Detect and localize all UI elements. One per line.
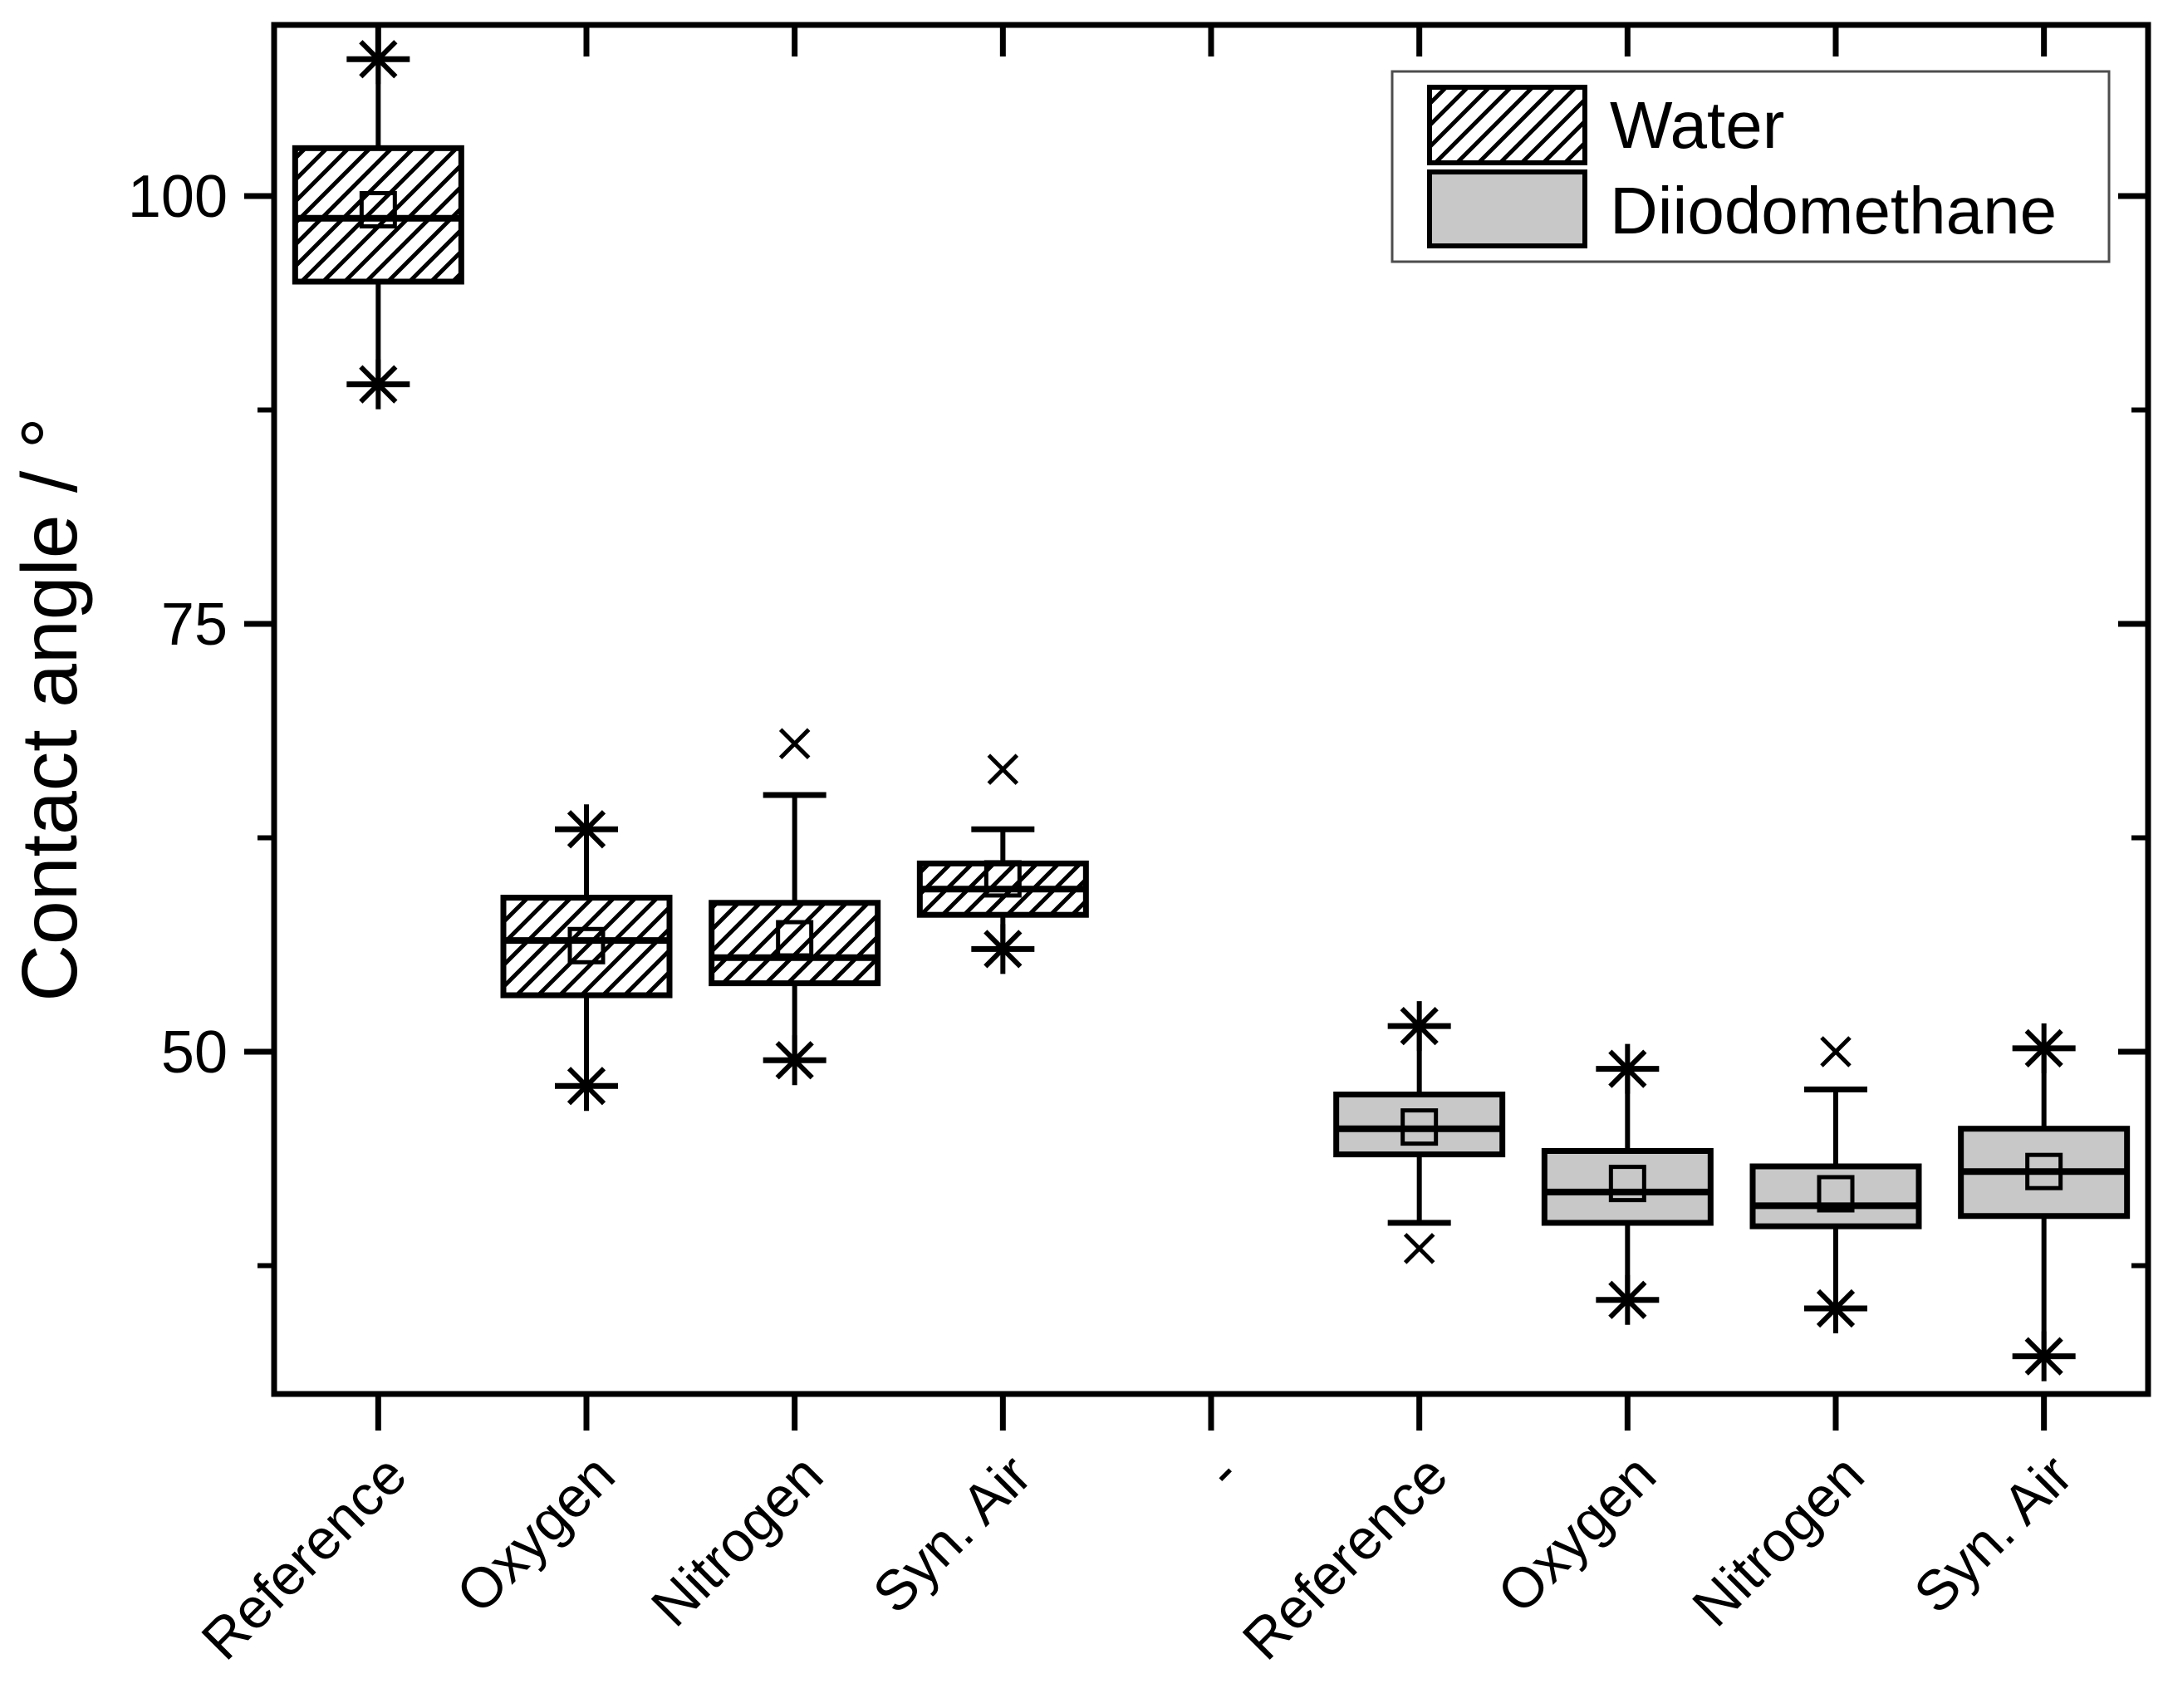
- x-category-label: Reference: [1231, 1443, 1460, 1672]
- legend-label-diiodomethane: Diiodomethane: [1610, 174, 2057, 248]
- mean-marker: [567, 926, 606, 964]
- star-marker: [775, 1041, 814, 1080]
- mean-marker: [983, 860, 1022, 898]
- box-group-water-synair: [916, 753, 1089, 974]
- y-tick-label: 100: [128, 164, 228, 230]
- star-marker: [983, 930, 1023, 969]
- star-marker: [359, 365, 398, 404]
- iqr-box: [1333, 1092, 1506, 1158]
- star-marker: [1608, 1049, 1647, 1088]
- x-category-label: Nitrogen: [640, 1443, 835, 1638]
- star-marker: [1400, 1006, 1439, 1046]
- legend-swatch-water: [1427, 85, 1587, 165]
- mean-marker: [1817, 1175, 1855, 1213]
- box-group-diiodomethane-oxygen: [1541, 1043, 1714, 1325]
- box-group-water-oxygen: [500, 804, 673, 1112]
- box-group-water-reference: [292, 34, 464, 410]
- mean-marker: [359, 190, 397, 228]
- x-category-label: Reference: [189, 1443, 419, 1672]
- box-group-diiodomethane-reference: [1333, 1001, 1506, 1264]
- x-category-label: Syn. Air: [1902, 1443, 2084, 1625]
- box-group-diiodomethane-nitrogen: [1749, 1036, 1922, 1333]
- star-marker: [2024, 1028, 2063, 1068]
- legend-swatch-diiodomethane: [1427, 169, 1587, 248]
- x-outlier-marker: [1820, 1036, 1852, 1068]
- star-marker: [1608, 1280, 1647, 1319]
- iqr-box: [1541, 1147, 1714, 1226]
- x-outlier-marker: [987, 753, 1019, 785]
- y-tick-label: 50: [161, 1019, 228, 1086]
- y-axis-title: Contact angle / °: [6, 417, 94, 1001]
- x-outlier-marker: [1403, 1233, 1435, 1264]
- mean-marker: [2025, 1152, 2063, 1190]
- x-category-label: Oxygen: [1485, 1443, 1667, 1625]
- box-group-diiodomethane-synair: [1958, 1023, 2131, 1382]
- star-marker: [2024, 1337, 2063, 1376]
- x-category-label: Nitrogen: [1680, 1443, 1876, 1638]
- legend-label-water: Water: [1610, 88, 1784, 162]
- iqr-box: [709, 900, 881, 987]
- iqr-box: [292, 145, 464, 285]
- star-marker: [1816, 1288, 1856, 1328]
- x-category-label: -: [1194, 1443, 1252, 1501]
- box-group-water-nitrogen: [709, 728, 881, 1086]
- x-category-label: Syn. Air: [861, 1443, 1043, 1625]
- x-category-label: Oxygen: [444, 1443, 626, 1625]
- mean-marker: [776, 920, 814, 958]
- star-marker: [567, 1067, 606, 1106]
- x-outlier-marker: [778, 728, 811, 759]
- y-tick-label: 75: [161, 591, 228, 658]
- star-marker: [359, 40, 398, 79]
- mean-marker: [1400, 1108, 1439, 1146]
- iqr-box: [500, 895, 673, 999]
- mean-marker: [1608, 1165, 1646, 1203]
- star-marker: [567, 810, 606, 849]
